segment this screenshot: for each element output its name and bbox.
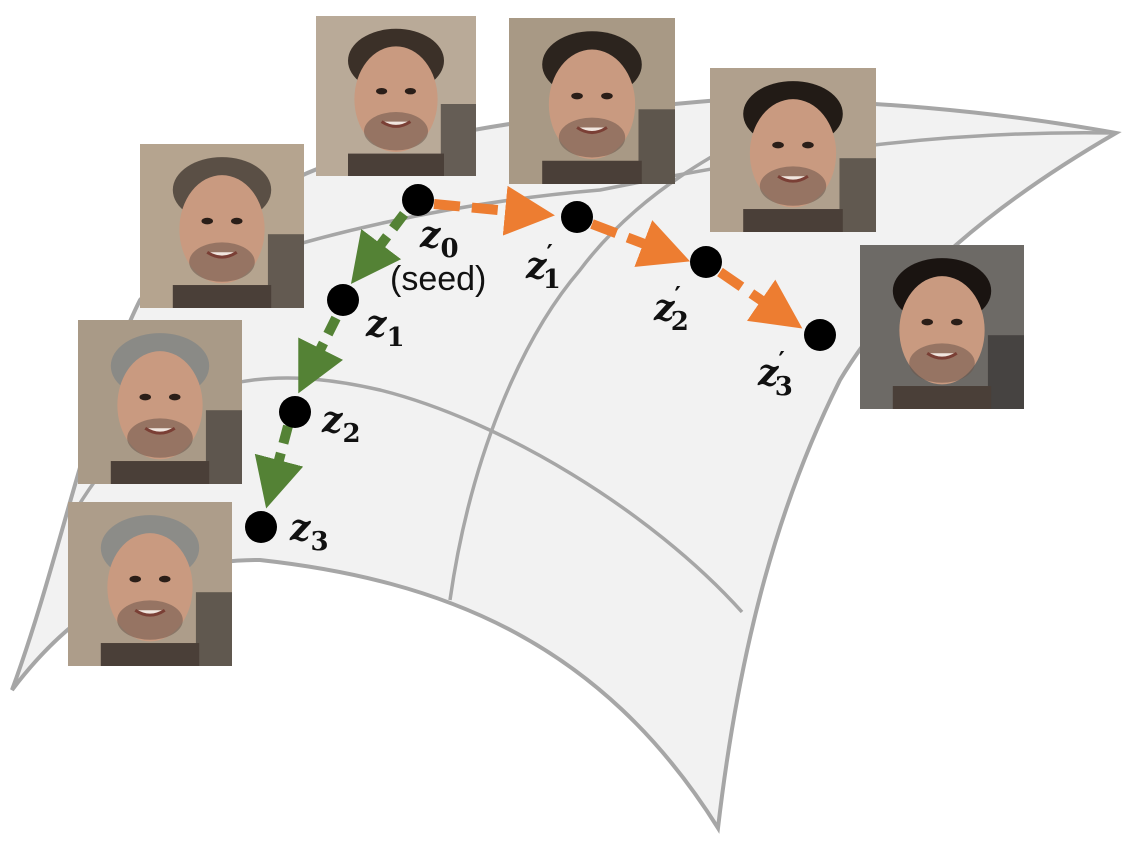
face-eye-right — [951, 318, 963, 326]
green-arrow — [298, 315, 344, 394]
face-beard — [909, 343, 975, 383]
label-z2: z2 — [321, 399, 361, 449]
label-seed: (seed) — [390, 260, 486, 298]
face-smile — [926, 351, 958, 360]
face-green-3 — [68, 502, 232, 666]
face-background-shadow — [638, 109, 675, 184]
point-z0 — [402, 184, 434, 216]
face-eye-right — [802, 141, 814, 149]
face-background-shadow — [987, 335, 1024, 409]
face-shirt — [348, 153, 444, 176]
face-orange-3 — [860, 245, 1024, 409]
point-z1 — [327, 284, 359, 316]
face-shirt — [542, 160, 642, 184]
face-background-shadow — [839, 158, 876, 232]
label-z3: z3 — [289, 507, 329, 557]
orange-arrow — [433, 185, 555, 236]
face-eye-right — [601, 92, 613, 100]
face-beard — [558, 117, 626, 158]
face-eye-right — [231, 217, 243, 225]
face-orange-2 — [710, 68, 876, 232]
face-background-shadow — [205, 410, 242, 484]
point-z2-prime — [690, 246, 722, 278]
face-shirt — [743, 209, 843, 232]
orange-trajectory — [433, 185, 803, 329]
face-green-2 — [78, 320, 242, 484]
green-arrow — [350, 210, 408, 284]
face-smile — [380, 120, 412, 128]
face-background-shadow — [440, 104, 476, 176]
face-smile — [144, 426, 176, 435]
face-eye-left — [571, 92, 583, 100]
face-eye-left — [921, 318, 933, 326]
face-beard — [364, 112, 428, 151]
point-z1-prime — [561, 201, 593, 233]
face-background-shadow — [267, 234, 304, 308]
face-shirt — [892, 386, 992, 409]
face-eye-right — [404, 88, 416, 95]
face-eye-left — [201, 217, 213, 225]
face-background-shadow — [195, 592, 232, 666]
point-labels: z0 (seed) z1 z2 z3 z′ 1 z′ 2 z′ 3 — [289, 214, 793, 557]
green-arrow — [254, 424, 304, 509]
face-smile — [777, 174, 809, 183]
face-smile — [206, 250, 238, 259]
face-eye-left — [772, 141, 784, 149]
face-eye-left — [139, 393, 151, 401]
face-seed — [316, 16, 476, 176]
face-thumbnails — [68, 16, 1024, 666]
green-trajectory — [254, 210, 408, 509]
orange-arrow — [717, 267, 803, 329]
face-shirt — [172, 285, 272, 308]
face-eye-right — [159, 575, 171, 583]
face-shirt — [100, 643, 200, 666]
face-smile — [576, 126, 608, 135]
face-green-1 — [140, 144, 304, 308]
face-orange-1 — [509, 18, 675, 184]
label-z1-prime: z′ 1 — [525, 239, 561, 295]
face-shirt — [110, 461, 210, 484]
label-z2-prime: z′ 2 — [653, 281, 689, 337]
face-beard — [127, 418, 193, 458]
latent-points — [245, 184, 836, 543]
face-beard — [117, 600, 183, 640]
orange-arrow — [590, 219, 691, 267]
point-z2 — [279, 396, 311, 428]
face-beard — [759, 166, 827, 206]
point-z3-prime — [804, 319, 836, 351]
face-eye-left — [376, 88, 388, 95]
face-beard — [189, 242, 255, 282]
label-z3-prime: z′ 3 — [757, 346, 793, 402]
face-eye-right — [169, 393, 181, 401]
label-z0: z0 — [419, 214, 459, 264]
face-smile — [134, 608, 166, 617]
label-z1: z1 — [365, 303, 405, 353]
point-z3 — [245, 511, 277, 543]
face-eye-left — [129, 575, 141, 583]
